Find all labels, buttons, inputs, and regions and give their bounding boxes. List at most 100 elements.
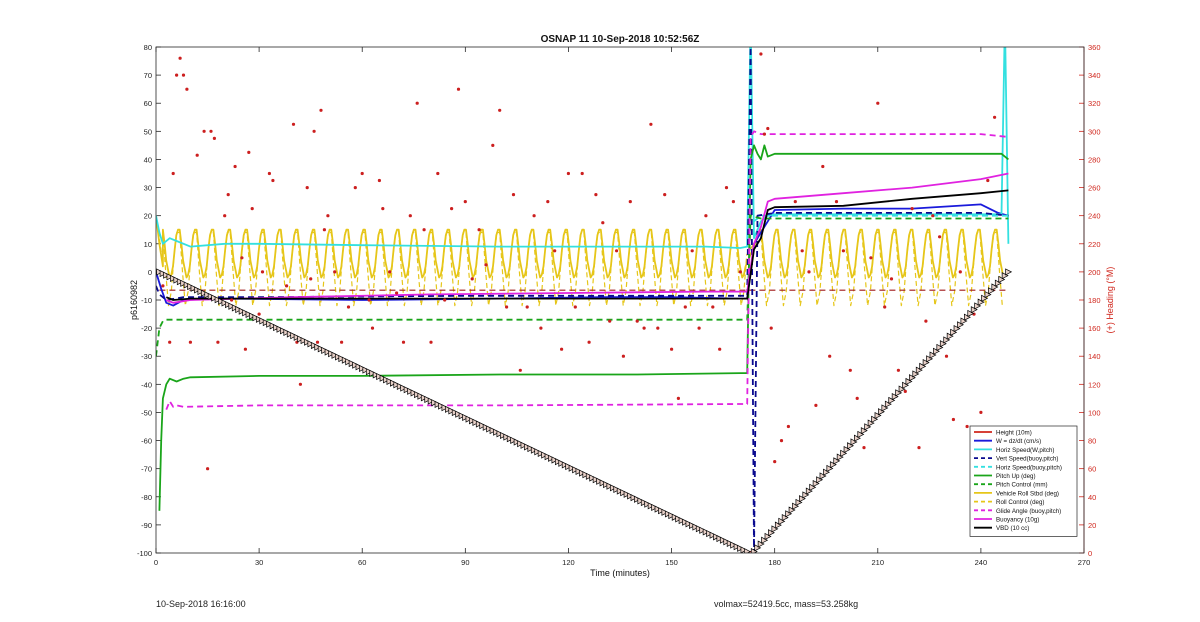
turn-marker — [280, 327, 287, 335]
turn-marker — [857, 430, 865, 438]
heading-point — [291, 122, 296, 126]
turn-marker — [939, 340, 947, 348]
turn-marker — [173, 276, 181, 284]
heading-point — [786, 424, 791, 429]
x-tick-label: 60 — [358, 558, 366, 567]
turn-marker — [228, 302, 236, 310]
heading-point — [1000, 0, 1003, 2]
turn-marker — [864, 423, 872, 431]
heading-point — [470, 277, 474, 281]
heading-point — [594, 193, 598, 197]
turn-marker — [383, 376, 391, 384]
turn-marker — [833, 457, 841, 465]
heading-point — [917, 446, 921, 450]
turn-marker — [427, 397, 435, 405]
turn-marker — [458, 412, 466, 420]
heading-point — [958, 270, 962, 274]
turn-marker — [372, 371, 380, 379]
heading-point — [484, 263, 488, 267]
heading-point — [724, 186, 729, 190]
x-tick-label: 210 — [872, 558, 885, 567]
heading-point — [711, 305, 715, 309]
turn-marker — [778, 517, 786, 525]
turn-marker — [802, 491, 810, 499]
legend-box — [969, 425, 1078, 537]
turn-marker — [307, 340, 315, 348]
heading-point — [340, 340, 344, 344]
heading-point — [206, 467, 210, 471]
turn-marker — [953, 325, 961, 333]
turn-marker — [331, 351, 339, 359]
turn-marker — [891, 393, 899, 401]
turn-marker — [860, 427, 868, 435]
heading-point — [322, 228, 326, 232]
turn-marker — [469, 417, 476, 425]
x-tick-label: 0 — [154, 558, 158, 567]
turn-marker — [881, 404, 889, 412]
y2-tick-label: 220 — [1088, 240, 1101, 249]
heading-point — [247, 150, 251, 154]
turn-marker — [434, 400, 442, 408]
heading-point — [532, 214, 536, 218]
heading-point — [965, 424, 969, 429]
turn-marker — [836, 453, 844, 461]
heading-point — [360, 171, 364, 176]
turn-marker — [761, 536, 769, 544]
turn-marker — [871, 415, 879, 423]
heading-point — [312, 129, 316, 133]
turn-marker — [297, 335, 305, 343]
heading-point — [903, 389, 907, 393]
turn-marker — [166, 273, 174, 281]
turn-marker — [613, 485, 621, 494]
heading-point — [938, 235, 942, 239]
y2-tick-label: 100 — [1088, 408, 1101, 417]
heading-point — [615, 249, 619, 253]
heading-point — [731, 200, 736, 204]
turn-marker — [510, 436, 518, 444]
turn-marker — [664, 510, 672, 518]
turn-marker — [462, 413, 470, 422]
turn-marker — [506, 435, 514, 443]
x-tick-label: 150 — [665, 558, 678, 567]
y2-tick-label: 280 — [1088, 155, 1101, 164]
turn-marker — [345, 358, 353, 366]
heading-point — [656, 326, 660, 330]
turn-marker — [908, 374, 916, 382]
turn-marker — [286, 330, 294, 338]
heading-point — [518, 368, 522, 372]
heading-point — [814, 403, 818, 407]
turn-marker — [967, 309, 975, 318]
heading-point — [546, 200, 550, 204]
turn-marker — [805, 487, 813, 495]
x-tick-label: 30 — [255, 558, 263, 567]
turn-marker — [386, 377, 394, 386]
turn-marker — [733, 543, 741, 551]
turn-marker — [726, 539, 734, 547]
heading-point — [181, 73, 186, 77]
turn-marker — [517, 440, 525, 448]
turn-marker — [878, 408, 885, 416]
heading-point — [683, 305, 687, 309]
turn-marker — [338, 355, 346, 363]
x-tick-label: 240 — [975, 558, 988, 567]
heading-point — [635, 319, 639, 323]
turn-marker — [912, 370, 920, 378]
y2-tick-label: 300 — [1088, 127, 1101, 136]
heading-point — [793, 200, 797, 204]
turn-marker — [283, 328, 291, 336]
turn-marker — [328, 350, 336, 358]
heading-point — [560, 347, 564, 351]
heading-point — [762, 132, 767, 136]
turn-marker — [719, 536, 727, 544]
heading-point — [718, 347, 722, 351]
turn-marker — [207, 292, 215, 300]
turn-marker — [324, 348, 332, 356]
turn-marker — [689, 521, 696, 529]
turn-marker — [740, 546, 748, 553]
heading-point — [642, 326, 646, 330]
turn-marker — [737, 544, 745, 552]
heading-point — [456, 87, 461, 91]
heading-point — [257, 312, 261, 316]
turn-marker — [637, 497, 645, 505]
heading-point — [195, 153, 199, 157]
